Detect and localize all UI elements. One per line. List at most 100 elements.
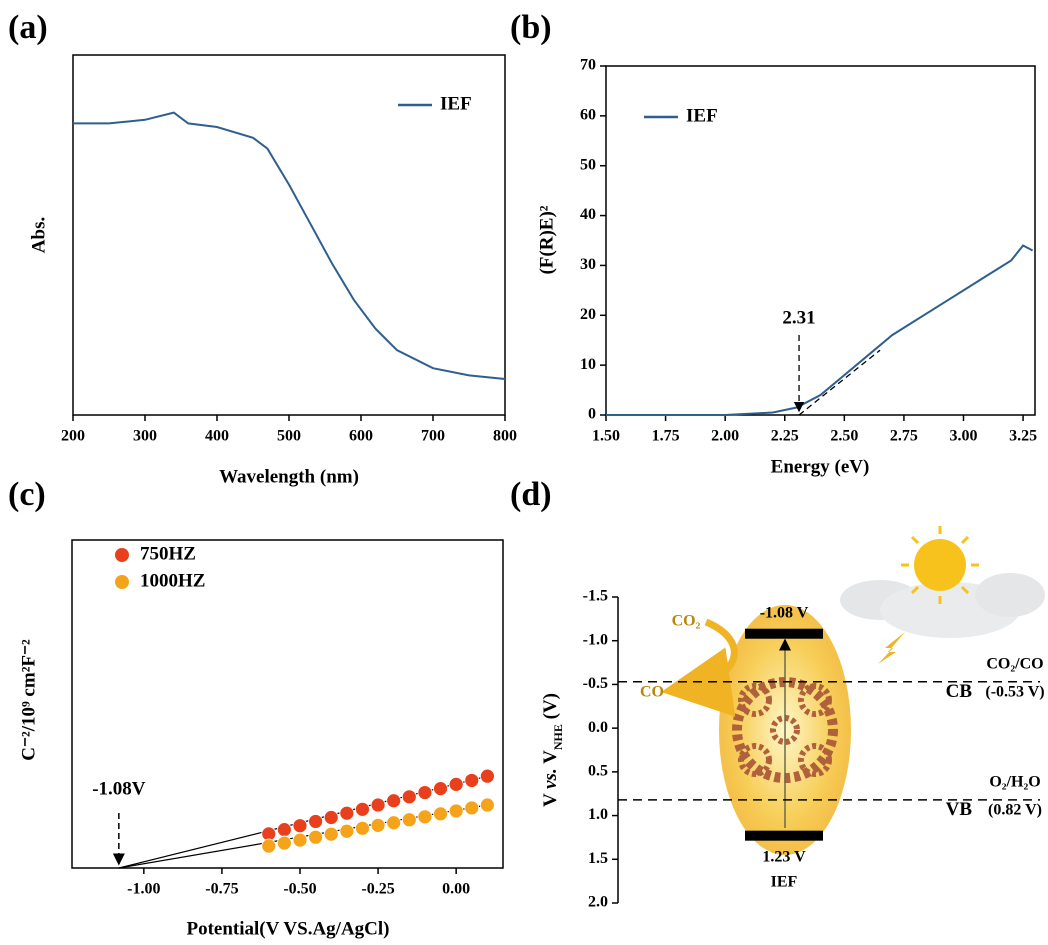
y-tick-label: 50 xyxy=(580,156,596,173)
redox-label: O₂/H₂O xyxy=(989,774,1040,791)
species-label: CO₂ xyxy=(672,613,701,630)
band-value: 1.23 V xyxy=(762,848,806,865)
y-tick-label: 20 xyxy=(580,306,596,323)
data-line xyxy=(606,244,1034,416)
x-axis-label: Potential(V VS.Ag/AgCl) xyxy=(186,918,389,939)
y-axis-label-part: V xyxy=(540,789,561,807)
band-value: -1.08 V xyxy=(760,604,809,621)
y-axis-label: V vs. VNHE (V) xyxy=(540,693,564,807)
x-tick-label: 2.75 xyxy=(890,428,918,445)
y-tick-label: 70 xyxy=(580,57,596,74)
y-axis-label-part: V xyxy=(540,750,561,768)
x-tick-label: -0.50 xyxy=(283,881,316,898)
legend-label: IEF xyxy=(440,93,472,114)
x-tick-label: 300 xyxy=(133,428,157,445)
y-tick-label: 40 xyxy=(580,206,596,223)
y-tick-label: 0.0 xyxy=(588,719,608,736)
data-point xyxy=(323,810,339,825)
panel-label: (b) xyxy=(510,9,552,46)
y-tick-label: 0 xyxy=(588,406,596,423)
x-tick-label: 800 xyxy=(493,428,517,445)
x-tick-label: 200 xyxy=(61,428,85,445)
x-tick-label: -0.25 xyxy=(361,881,394,898)
data-point xyxy=(308,814,324,829)
x-tick-label: 1.50 xyxy=(592,428,620,445)
data-point xyxy=(370,797,386,813)
data-point xyxy=(355,801,370,817)
data-point xyxy=(339,805,355,821)
data-point xyxy=(401,812,417,828)
data-point xyxy=(308,829,324,845)
panel-label: (d) xyxy=(510,476,552,513)
y-tick-label: 1.5 xyxy=(588,850,608,867)
data-point xyxy=(370,817,386,833)
y-axis-label: (F(R)E)² xyxy=(536,205,557,274)
data-point xyxy=(401,789,417,805)
x-tick-label: -0.75 xyxy=(205,881,238,898)
data-point xyxy=(355,820,370,836)
x-tick-label: 1.75 xyxy=(652,428,680,445)
y-tick-label: -1.0 xyxy=(583,631,608,648)
x-tick-label: 600 xyxy=(349,428,373,445)
x-tick-label: 400 xyxy=(205,428,229,445)
x-tick-label: 2.25 xyxy=(771,428,799,445)
fit-line xyxy=(798,349,881,416)
x-tick-label: 3.00 xyxy=(950,428,978,445)
y-axis-label-part: (V) xyxy=(540,693,561,724)
band-name: VB xyxy=(946,799,973,820)
annotation: -1.08V xyxy=(92,778,146,799)
legend-label: 750HZ xyxy=(140,543,196,564)
legend-label: IEF xyxy=(686,105,718,126)
band-name: CB xyxy=(946,681,973,702)
y-tick-label: 60 xyxy=(580,107,596,124)
data-point xyxy=(292,818,308,834)
y-tick-label: 30 xyxy=(580,256,596,273)
redox-value: (-0.53 V) xyxy=(985,683,1044,700)
data-point xyxy=(417,785,433,800)
y-axis-label: C⁻²/10⁹ cm²F⁻² xyxy=(18,639,39,761)
band-edge xyxy=(745,830,823,841)
legend-marker xyxy=(115,575,129,589)
data-point xyxy=(433,806,448,822)
data-point xyxy=(433,781,448,797)
y-tick-label: -0.5 xyxy=(583,675,608,692)
data-point xyxy=(261,838,277,854)
plot-frame xyxy=(605,65,1036,416)
x-tick-label: 2.50 xyxy=(830,428,858,445)
material-label: IEF xyxy=(771,873,798,890)
data-point xyxy=(479,797,495,813)
y-tick-label: 2.0 xyxy=(588,894,608,911)
y-axis-label-part: vs. xyxy=(540,768,561,789)
plot-frame xyxy=(71,539,504,869)
legend-marker xyxy=(115,548,129,562)
annotation: 2.31 xyxy=(782,307,815,328)
data-line xyxy=(73,111,506,380)
data-point xyxy=(339,823,355,839)
data-point xyxy=(292,832,308,848)
data-point xyxy=(323,826,339,842)
y-tick-label: 10 xyxy=(580,356,596,373)
x-tick-label: -1.00 xyxy=(127,881,160,898)
x-tick-label: 500 xyxy=(277,428,301,445)
data-point xyxy=(479,768,495,784)
redox-label: CO₂/CO xyxy=(986,655,1043,672)
data-point xyxy=(386,815,402,831)
data-point xyxy=(276,835,292,851)
y-tick-label: -1.5 xyxy=(583,588,608,605)
redox-value: (0.82 V) xyxy=(988,802,1042,819)
data-point xyxy=(448,776,464,792)
y-tick-label: 1.0 xyxy=(588,806,608,823)
x-tick-label: 3.25 xyxy=(1009,428,1037,445)
data-point xyxy=(417,809,433,825)
y-axis-label: Abs. xyxy=(28,217,49,253)
data-point xyxy=(386,793,402,809)
panel-label: (a) xyxy=(8,9,48,46)
x-axis-label: Wavelength (nm) xyxy=(219,466,359,487)
x-tick-label: 2.00 xyxy=(711,428,739,445)
y-axis-label-part: NHE xyxy=(551,724,565,750)
band-edge xyxy=(745,628,823,639)
data-point xyxy=(448,803,464,819)
data-point xyxy=(276,822,292,838)
data-point xyxy=(464,800,480,816)
